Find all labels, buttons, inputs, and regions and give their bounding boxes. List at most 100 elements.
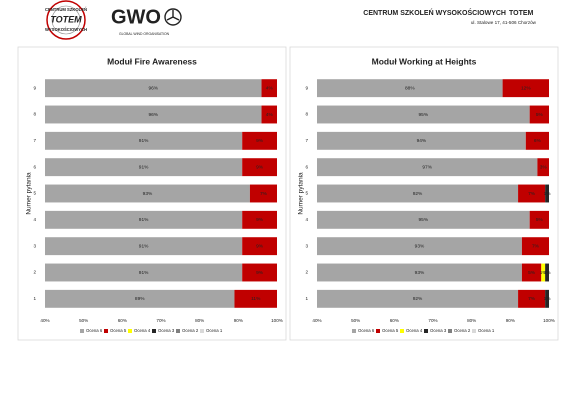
bar-segment <box>234 289 277 308</box>
y-tick-label: 1 <box>305 296 308 301</box>
data-label: 7% <box>528 191 536 197</box>
x-tick-label: 40% <box>312 318 321 323</box>
legend-label: Ocena 1 <box>478 328 495 333</box>
bar-segment <box>317 263 522 282</box>
legend-label: Ocena 6 <box>358 328 375 333</box>
data-label: 1% <box>544 296 552 302</box>
gwo-icon-blades <box>166 10 180 21</box>
data-label: 1% <box>544 191 552 197</box>
bar-segment <box>529 105 549 124</box>
data-label: 7% <box>260 191 268 197</box>
bar-segment <box>45 79 262 98</box>
y-tick-label: 5 <box>305 191 308 196</box>
bar-segment <box>317 79 503 98</box>
bar-segment <box>317 158 538 177</box>
data-label: 7% <box>528 296 536 302</box>
legend-label: Ocena 5 <box>110 328 127 333</box>
y-tick-label: 7 <box>305 138 308 143</box>
gwo-text: GWO <box>111 6 161 28</box>
x-tick-label: 100% <box>271 318 283 323</box>
bar-segment <box>242 263 277 282</box>
y-tick-label: 2 <box>305 270 308 275</box>
y-axis-label: Numer pytania <box>26 172 33 215</box>
bar-segment <box>45 105 262 124</box>
data-label: 93% <box>415 270 425 276</box>
x-tick-label: 80% <box>195 318 204 323</box>
gwo-subtitle: GLOBAL WIND ORGANISATION <box>119 32 170 36</box>
bar-segment <box>249 184 277 203</box>
data-label: 6% <box>534 138 542 144</box>
data-label: 91% <box>139 243 149 249</box>
y-axis-label: Numer pytania <box>298 172 305 215</box>
bar-segment <box>45 158 243 177</box>
bar-segment <box>317 184 519 203</box>
data-label: 91% <box>139 217 149 223</box>
data-label: 1% <box>544 270 552 276</box>
bar-segment <box>45 131 243 150</box>
data-label: 9% <box>256 243 264 249</box>
y-tick-label: 6 <box>305 164 308 169</box>
y-tick-label: 2 <box>33 270 36 275</box>
legend-swatch <box>128 329 132 333</box>
legend-label: Ocena 3 <box>430 328 447 333</box>
legend-label: Ocena 2 <box>454 328 471 333</box>
bar-segment <box>521 237 549 256</box>
data-label: 91% <box>139 270 149 276</box>
bar-segment <box>45 289 235 308</box>
x-tick-label: 90% <box>234 318 243 323</box>
bar-segment <box>529 210 549 229</box>
totem-logo: CENTRUM SZKOLEŃ TOTEM WYSOKOŚCIOWYCH <box>45 0 87 40</box>
bar-segment <box>317 105 530 124</box>
legend-label: Ocena 5 <box>382 328 399 333</box>
legend-swatch <box>352 329 356 333</box>
x-tick-label: 50% <box>351 318 360 323</box>
data-label: 91% <box>139 164 149 170</box>
bar-segment <box>502 79 549 98</box>
bar-segment <box>317 131 526 150</box>
data-label: 9% <box>256 138 264 144</box>
legend-swatch <box>448 329 452 333</box>
data-label: 1% <box>540 270 548 276</box>
bar-segment <box>242 210 277 229</box>
bar-segment <box>518 289 546 308</box>
data-label: 5% <box>528 270 536 276</box>
y-tick-label: 1 <box>33 296 36 301</box>
company-brand: TOTEM <box>509 10 534 17</box>
data-label: 88% <box>405 85 415 91</box>
legend-swatch <box>200 329 204 333</box>
data-label: 9% <box>256 270 264 276</box>
x-tick-label: 60% <box>390 318 399 323</box>
data-label: 9% <box>256 217 264 223</box>
data-label: 95% <box>419 112 429 118</box>
bar-segment <box>242 131 277 150</box>
gwo-icon-ring <box>164 8 182 26</box>
y-tick-label: 4 <box>305 217 308 222</box>
bar-segment <box>518 184 546 203</box>
legend-swatch <box>472 329 476 333</box>
data-label: 3% <box>540 164 548 170</box>
bar-segment <box>537 158 549 177</box>
data-label: 92% <box>413 191 423 197</box>
data-label: 96% <box>148 85 158 91</box>
gwo-logo: GWO GLOBAL WIND ORGANISATION <box>111 6 182 36</box>
bar-segment <box>242 237 277 256</box>
y-tick-label: 9 <box>33 85 36 90</box>
logo-ring <box>46 0 86 40</box>
legend-swatch <box>104 329 108 333</box>
bar-segment <box>545 263 549 282</box>
x-tick-label: 40% <box>40 318 49 323</box>
y-tick-label: 3 <box>305 243 308 248</box>
bar-segment <box>261 105 277 124</box>
legend-label: Ocena 3 <box>158 328 175 333</box>
x-tick-label: 70% <box>156 318 165 323</box>
legend-swatch <box>376 329 380 333</box>
legend-label: Ocena 4 <box>134 328 151 333</box>
data-label: 89% <box>135 296 145 302</box>
data-label: 5% <box>536 217 544 223</box>
bar-segment <box>317 237 522 256</box>
bar-segment <box>45 210 243 229</box>
legend-label: Ocena 1 <box>206 328 223 333</box>
data-label: 94% <box>417 138 427 144</box>
y-tick-label: 3 <box>33 243 36 248</box>
